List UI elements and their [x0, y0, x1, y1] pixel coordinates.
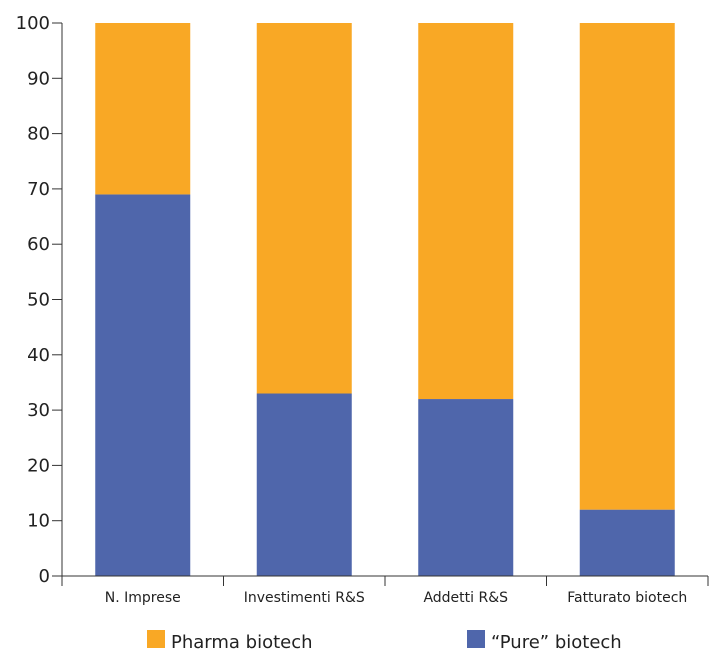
y-tick-label: 40: [27, 345, 50, 366]
y-axis: 0 10 20 30 40 50 60 70 80 90 100: [16, 13, 63, 587]
legend-swatch-pharma-biotech: [147, 630, 165, 648]
bar-n-imprese-pure-biotech: [95, 194, 191, 576]
y-tick-label: 0: [39, 566, 50, 587]
legend-label-pure-biotech: “Pure” biotech: [491, 632, 622, 653]
y-tick-label: 50: [27, 290, 50, 311]
bar-addetti-r-s-pure-biotech: [418, 399, 514, 576]
x-tick-label-fatturato-biotech: Fatturato biotech: [567, 590, 687, 606]
y-tick-label: 100: [16, 13, 50, 34]
x-tick-label-n-imprese: N. Imprese: [105, 590, 181, 606]
bar-addetti-r-s-pharma-biotech: [418, 23, 514, 400]
bar-n-imprese-pharma-biotech: [95, 23, 191, 195]
x-tick-label-addetti-r-s: Addetti R&S: [423, 590, 508, 606]
bar-fatturato-biotech-pharma-biotech: [579, 23, 675, 510]
legend-swatch-pure-biotech: [467, 630, 485, 648]
y-tick-label: 10: [27, 511, 50, 532]
x-tick-label-investimenti-r-s: Investimenti R&S: [244, 590, 365, 606]
bars: [95, 23, 675, 576]
legend: Pharma biotech “Pure” biotech: [147, 630, 622, 653]
y-tick-label: 30: [27, 400, 50, 421]
bar-investimenti-r-s-pure-biotech: [256, 393, 352, 576]
legend-label-pharma-biotech: Pharma biotech: [171, 632, 313, 653]
bar-investimenti-r-s-pharma-biotech: [256, 23, 352, 394]
y-tick-label: 20: [27, 455, 50, 476]
bar-fatturato-biotech-pure-biotech: [579, 509, 675, 576]
y-tick-label: 90: [27, 68, 50, 89]
x-axis: N. Imprese Investimenti R&S Addetti R&S Fat…: [61, 575, 709, 606]
y-tick-label: 80: [27, 124, 50, 145]
y-tick-label: 60: [27, 234, 50, 255]
y-tick-label: 70: [27, 179, 50, 200]
